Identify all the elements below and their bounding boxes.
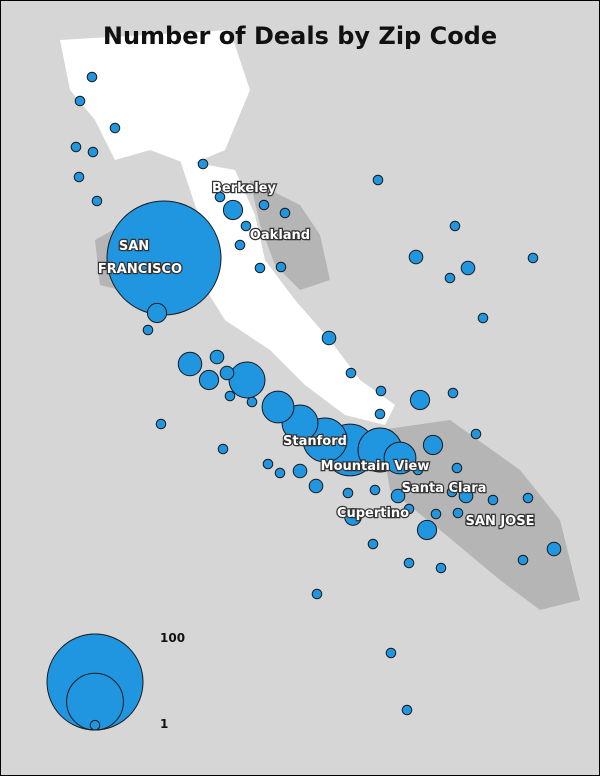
bubble: [470, 428, 482, 440]
bubble: [522, 492, 534, 504]
place-label: Berkeley: [212, 181, 277, 196]
bubble: [422, 434, 444, 456]
bubble: [444, 272, 456, 284]
bubble: [369, 484, 381, 496]
north-bay-water: [60, 30, 250, 165]
bubble: [74, 95, 86, 107]
bubble: [222, 199, 244, 221]
bubble: [409, 389, 431, 411]
bubble: [91, 195, 103, 207]
bubble: [177, 351, 203, 377]
bubble: [449, 220, 461, 232]
bubble: [344, 508, 362, 526]
bubble: [446, 486, 458, 498]
bubble: [73, 171, 85, 183]
legend: 100 1: [46, 631, 185, 731]
bubble: [311, 588, 323, 600]
bubble: [292, 463, 308, 479]
place-labels: Berkeley Oakland SAN FRANCISCO Stanford …: [97, 180, 536, 531]
bubble: [240, 220, 252, 232]
bubble: [109, 122, 121, 134]
bubble: [224, 390, 236, 402]
place-label: FRANCISCO: [98, 262, 182, 277]
bubble: [254, 262, 266, 274]
bubble: [487, 494, 499, 506]
bubble: [275, 261, 287, 273]
legend-circle: [89, 719, 101, 731]
bubble: [321, 330, 337, 346]
bubble: [261, 390, 295, 424]
bubble: [228, 361, 266, 399]
legend-label: 100: [160, 631, 185, 645]
bubble: [517, 554, 529, 566]
bubble: [345, 367, 357, 379]
map-title: Number of Deals by Zip Code: [103, 22, 497, 50]
bubble: [197, 158, 209, 170]
place-label: SAN: [119, 239, 149, 254]
bubble: [217, 443, 229, 455]
bubble: [279, 207, 291, 219]
bubble: [342, 487, 354, 499]
bubble: [390, 488, 406, 504]
place-label: Stanford: [283, 434, 347, 449]
bubble: [374, 408, 386, 420]
place-label: Santa Clara: [402, 481, 487, 496]
bubble: [447, 387, 459, 399]
bubble: [146, 302, 168, 324]
bay-water: [180, 160, 395, 425]
place-label: Oakland: [250, 228, 310, 243]
bubble: [416, 519, 438, 541]
bubble: [451, 462, 463, 474]
bubble: [86, 71, 98, 83]
bubble: [452, 507, 464, 519]
bubble: [106, 200, 222, 316]
bubble: [375, 385, 387, 397]
bubble: [209, 349, 225, 365]
bubble: [546, 541, 562, 557]
place-label: Cupertino: [337, 506, 409, 521]
bubble: [458, 488, 474, 504]
bubble: [401, 704, 413, 716]
bubble: [403, 557, 415, 569]
bubble: [477, 312, 489, 324]
bubble: [403, 503, 415, 515]
bubble: [246, 396, 258, 408]
bubble: [430, 508, 442, 520]
bubble: [198, 369, 220, 391]
bubble: [308, 478, 324, 494]
urban-area: [380, 420, 580, 610]
place-label: Mountain View: [321, 459, 430, 474]
bubble: [372, 174, 384, 186]
bubble: [274, 467, 286, 479]
bubble: [412, 464, 424, 476]
bubble: [460, 260, 476, 276]
bubble: [70, 141, 82, 153]
bubble: [435, 562, 447, 574]
place-label: SAN JOSE: [466, 514, 535, 529]
bubble: [87, 146, 99, 158]
bubbles: [70, 71, 562, 716]
bubble: [234, 239, 246, 251]
bubble: [142, 324, 154, 336]
bubble: [219, 365, 235, 381]
bubble: [527, 252, 539, 264]
bubble: [258, 199, 270, 211]
legend-label: 1: [160, 717, 168, 731]
bubble: [383, 441, 417, 475]
bubble: [408, 249, 424, 265]
urban-area: [250, 180, 330, 290]
bubble: [262, 458, 274, 470]
bubble: [367, 538, 379, 550]
bubble: [155, 418, 167, 430]
bubble: [214, 191, 226, 203]
bubble: [385, 647, 397, 659]
